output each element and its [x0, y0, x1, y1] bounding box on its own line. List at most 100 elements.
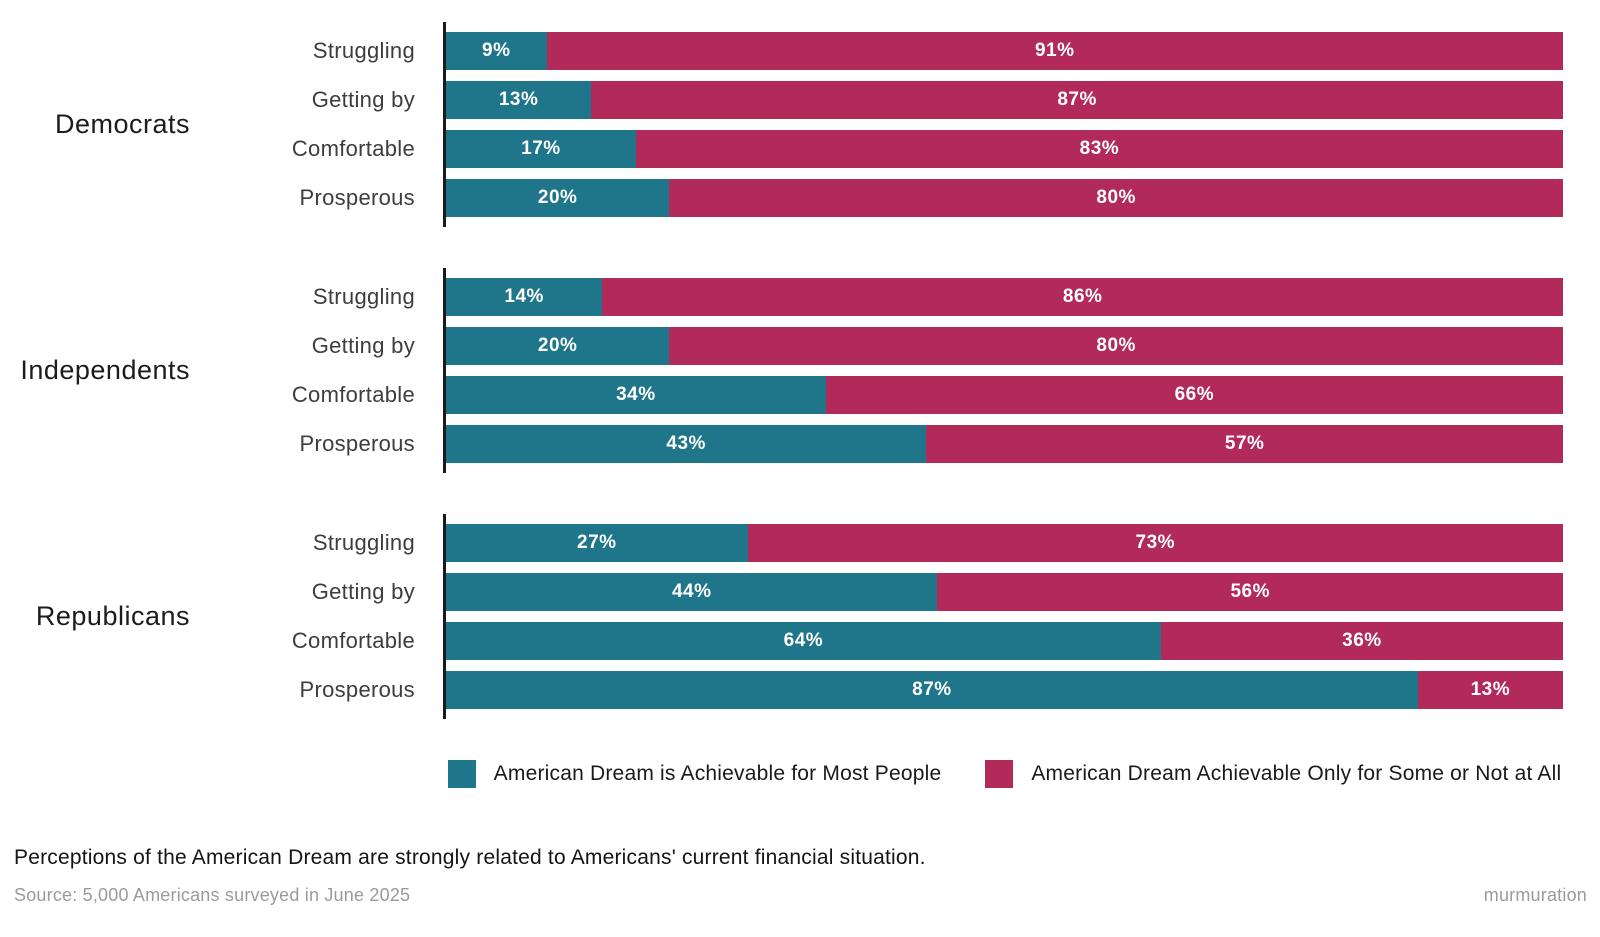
source-note: Source: 5,000 Americans surveyed in June…	[14, 885, 411, 905]
party-group-republicans: Republicans Struggling 27% 73% Getting by 44%…	[0, 514, 1600, 719]
category-label: Struggling	[312, 530, 415, 555]
bar-value-label: 56%	[1230, 581, 1270, 602]
bar-value-label: 36%	[1342, 630, 1382, 651]
legend-swatch-crimson	[985, 760, 1014, 788]
bar-row: Prosperous 87% 13%	[190, 671, 1600, 709]
group-label: Independents	[20, 355, 190, 385]
brand-mark: murmuration	[1483, 885, 1587, 905]
category-label: Comfortable	[291, 628, 415, 653]
category-label: Prosperous	[299, 185, 415, 210]
category-label: Prosperous	[299, 677, 415, 702]
group-label: Republicans	[35, 601, 190, 631]
bar-segment-not-achievable: 80%	[669, 179, 1563, 217]
category-label: Getting by	[311, 333, 415, 358]
bar-value-label: 13%	[498, 89, 539, 110]
bar-row: Prosperous 20% 80%	[190, 179, 1600, 217]
bar-value-label: 57%	[1224, 433, 1265, 454]
bar-value-label: 9%	[482, 40, 511, 61]
bar-track: 87% 13%	[446, 671, 1563, 709]
group-label: Democrats	[54, 109, 190, 139]
chart-caption: Perceptions of the American Dream are st…	[14, 846, 926, 869]
bar-value-label: 64%	[783, 630, 824, 651]
group-rows: Struggling 9% 91% Getting by 13% 87% Comfortab…	[190, 22, 1600, 227]
bar-value-label: 17%	[521, 138, 561, 159]
bar-track: 14% 86%	[446, 278, 1563, 316]
axis-line	[443, 22, 446, 227]
bar-value-label: 91%	[1034, 40, 1075, 61]
axis-line	[443, 268, 446, 473]
bar-track: 9% 91%	[446, 32, 1563, 70]
group-rows: Struggling 27% 73% Getting by 44% 56% Comforta…	[190, 514, 1600, 719]
bar-track: 27% 73%	[446, 524, 1563, 562]
bar-value-label: 66%	[1174, 384, 1215, 405]
bar-row: Comfortable 17% 83%	[190, 130, 1600, 168]
category-label: Comfortable	[291, 136, 415, 161]
bar-value-label: 27%	[577, 532, 617, 553]
axis-line	[443, 514, 446, 719]
bar-track: 13% 87%	[446, 81, 1563, 119]
party-group-independents: Independents Struggling 14% 86% Getting by 20…	[0, 268, 1600, 473]
bar-value-label: 87%	[912, 679, 952, 700]
bar-segment-achievable: 13%	[446, 81, 592, 119]
party-group-democrats: Democrats Struggling 9% 91% Getting by 13% 87%…	[0, 22, 1600, 227]
bar-track: 17% 83%	[446, 130, 1563, 168]
bar-row: Struggling 9% 91%	[190, 32, 1600, 70]
bar-value-label: 14%	[504, 286, 544, 307]
bar-segment-achievable: 20%	[446, 179, 670, 217]
bar-segment-achievable: 44%	[446, 573, 938, 611]
bar-segment-achievable: 43%	[446, 425, 927, 463]
bar-value-label: 87%	[1057, 89, 1097, 110]
stacked-bar-chart: Democrats Struggling 9% 91% Getting by 13% 87%…	[0, 22, 1600, 719]
bar-segment-not-achievable: 66%	[825, 376, 1563, 414]
bar-segment-achievable: 27%	[446, 524, 748, 562]
bar-segment-not-achievable: 86%	[602, 278, 1563, 316]
bar-track: 34% 66%	[446, 376, 1563, 414]
bar-value-label: 86%	[1062, 286, 1103, 307]
bar-row: Getting by 44% 56%	[190, 573, 1600, 611]
bar-value-label: 20%	[537, 187, 578, 208]
bar-segment-not-achievable: 83%	[635, 130, 1563, 168]
legend-swatch-teal	[447, 760, 476, 788]
legend-item-not-achievable: American Dream Achievable Only for Some …	[985, 760, 1561, 788]
chart-legend: American Dream is Achievable for Most Pe…	[446, 760, 1563, 788]
bar-segment-achievable: 87%	[446, 671, 1418, 709]
bar-track: 20% 80%	[446, 327, 1563, 365]
bar-segment-not-achievable: 73%	[747, 524, 1563, 562]
group-rows: Struggling 14% 86% Getting by 20% 80% Comforta…	[190, 268, 1600, 473]
bar-track: 20% 80%	[446, 179, 1563, 217]
bar-value-label: 73%	[1135, 532, 1176, 553]
legend-item-achievable: American Dream is Achievable for Most Pe…	[447, 760, 942, 788]
bar-segment-not-achievable: 36%	[1160, 622, 1563, 660]
category-label: Getting by	[311, 87, 415, 112]
bar-segment-achievable: 17%	[446, 130, 636, 168]
chart-footer: Source: 5,000 Americans surveyed in June…	[0, 885, 1600, 906]
bar-segment-not-achievable: 56%	[937, 573, 1563, 611]
bar-row: Getting by 13% 87%	[190, 81, 1600, 119]
bar-segment-not-achievable: 80%	[669, 327, 1563, 365]
legend-label-achievable: American Dream is Achievable for Most Pe…	[493, 762, 942, 785]
bar-row: Struggling 27% 73%	[190, 524, 1600, 562]
bar-row: Comfortable 64% 36%	[190, 622, 1600, 660]
bar-track: 64% 36%	[446, 622, 1563, 660]
bar-track: 43% 57%	[446, 425, 1563, 463]
bar-value-label: 13%	[1470, 679, 1511, 700]
bar-value-label: 80%	[1096, 187, 1136, 208]
category-label: Prosperous	[299, 431, 415, 456]
category-label: Comfortable	[291, 382, 415, 407]
category-label: Struggling	[312, 38, 415, 63]
bar-row: Getting by 20% 80%	[190, 327, 1600, 365]
category-label: Struggling	[312, 284, 415, 309]
bar-segment-achievable: 9%	[446, 32, 547, 70]
bar-segment-not-achievable: 57%	[926, 425, 1563, 463]
bar-row: Prosperous 43% 57%	[190, 425, 1600, 463]
bar-value-label: 34%	[616, 384, 656, 405]
bar-value-label: 44%	[671, 581, 712, 602]
bar-segment-achievable: 14%	[446, 278, 603, 316]
bar-track: 44% 56%	[446, 573, 1563, 611]
bar-segment-not-achievable: 87%	[591, 81, 1563, 119]
bar-row: Struggling 14% 86%	[190, 278, 1600, 316]
bar-segment-not-achievable: 13%	[1417, 671, 1563, 709]
bar-segment-achievable: 20%	[446, 327, 670, 365]
bar-value-label: 83%	[1079, 138, 1120, 159]
